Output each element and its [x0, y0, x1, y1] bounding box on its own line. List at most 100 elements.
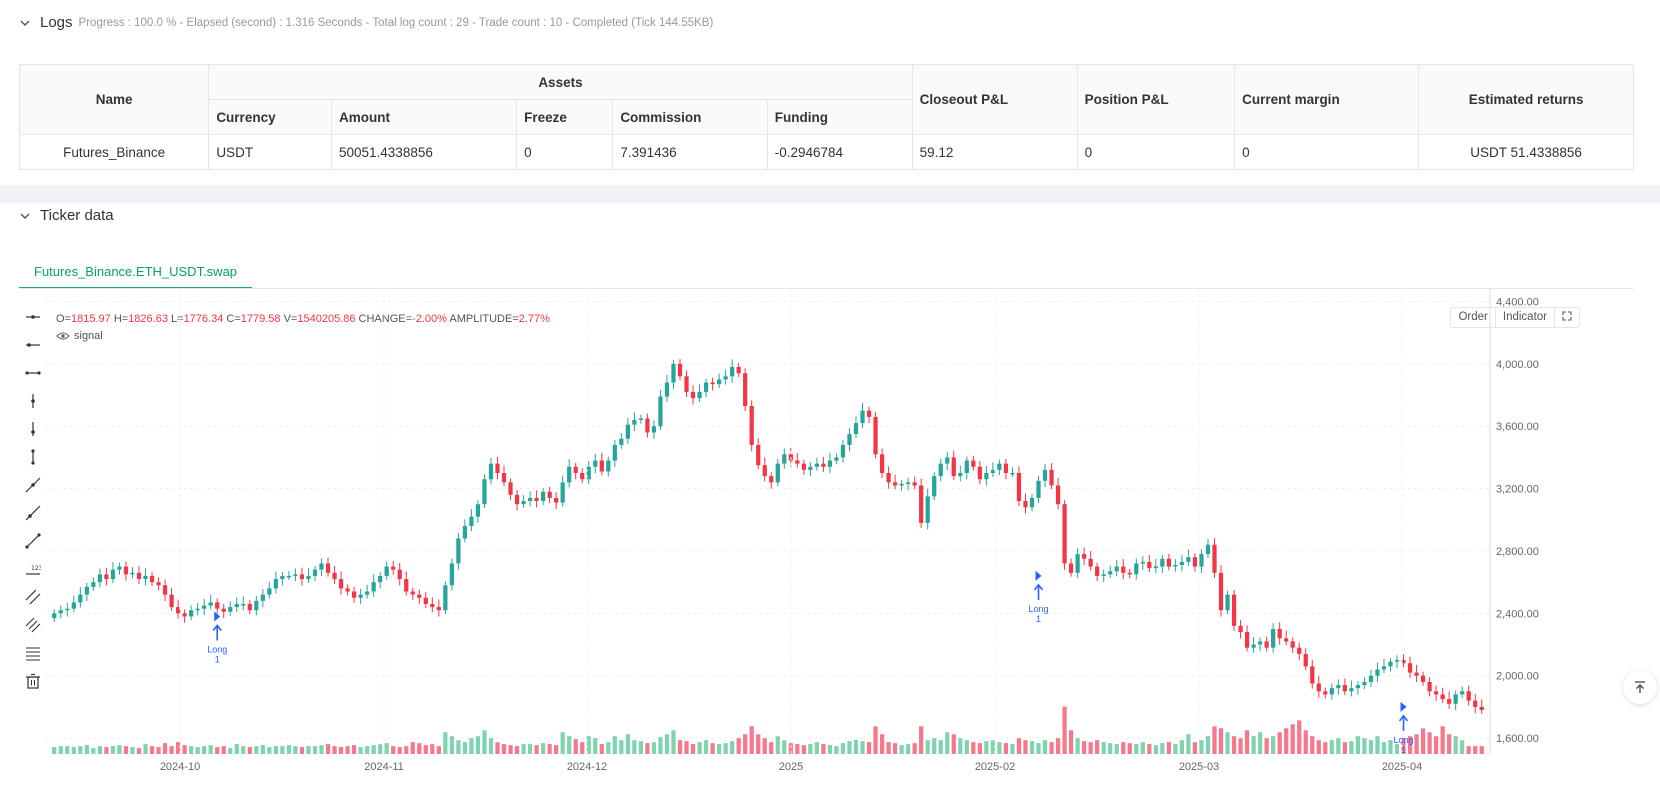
volume-bar — [984, 741, 989, 754]
candle-body — [397, 569, 402, 580]
cell-margin: 0 — [1234, 134, 1420, 170]
candle-body — [1173, 565, 1178, 567]
parallel-channel-tool-icon[interactable] — [20, 583, 46, 611]
volume-bar — [527, 744, 533, 754]
horizontal-ray-tool-icon[interactable] — [20, 331, 46, 359]
candle-body — [267, 588, 272, 595]
candle-body — [456, 538, 461, 564]
price-label-tool-icon[interactable]: 123 — [20, 555, 46, 583]
candle-body — [932, 476, 937, 497]
assets-table: Name Assets Closeout P&L Position P&L Cu… — [18, 64, 1634, 170]
volume-bar — [1088, 742, 1093, 754]
candlestick-chart[interactable]: 4,400.00 4,000.00 3,600.00 3,200.00 2,800.00… — [46, 289, 1660, 794]
candle-body — [1231, 594, 1237, 626]
volume-bar — [65, 746, 70, 754]
chevron-down-icon[interactable] — [18, 209, 32, 223]
vertical-segment-tool-icon[interactable] — [20, 443, 46, 471]
volume-bar — [443, 732, 448, 754]
eye-icon[interactable] — [56, 331, 70, 341]
y-tick-label: 2,800.00 — [1496, 546, 1539, 558]
volume-bar — [743, 734, 748, 754]
tab-eth-usdt-swap[interactable]: Futures_Binance.ETH_USDT.swap — [19, 255, 253, 289]
volume-bar — [1121, 742, 1126, 754]
volume-bar — [638, 741, 644, 754]
candle-body — [866, 410, 872, 417]
candle-body — [358, 594, 363, 598]
volume-bar — [847, 741, 852, 754]
volume-bar — [182, 745, 187, 754]
volume-bar — [775, 736, 780, 754]
volume-bar — [886, 742, 891, 754]
candle-body — [645, 418, 650, 433]
candle-body — [527, 497, 533, 502]
trash-icon[interactable] — [20, 667, 46, 695]
candle-body — [241, 603, 246, 606]
candle-body — [1166, 558, 1171, 567]
candle-body — [495, 463, 500, 473]
fullscreen-icon[interactable] — [1555, 308, 1579, 327]
volume-bar — [202, 746, 207, 754]
y-tick-label: 3,200.00 — [1496, 484, 1539, 496]
candle-body — [892, 482, 898, 486]
change-value: -2.00% — [412, 313, 447, 325]
volume-bar — [1016, 738, 1022, 754]
volume-bar — [1427, 732, 1432, 754]
horizontal-line-tool-icon[interactable] — [20, 303, 46, 331]
volume-bar — [756, 734, 761, 754]
candle-body — [436, 607, 441, 611]
segment-tool-icon[interactable] — [20, 527, 46, 555]
candle-body — [234, 603, 239, 608]
trend-line-tool-icon[interactable] — [20, 471, 46, 499]
candle-body — [469, 516, 474, 527]
candle-body — [1003, 463, 1009, 473]
candle-body — [58, 610, 63, 614]
volume-bar — [716, 744, 722, 754]
amplitude-label: AMPLITUDE= — [449, 313, 519, 325]
candle-body — [1427, 681, 1432, 692]
indicator-button[interactable]: Indicator — [1496, 308, 1555, 327]
candle-body — [879, 454, 885, 473]
volume-bar — [703, 740, 709, 754]
volume-bar — [1303, 730, 1308, 754]
candle-body — [1192, 557, 1198, 567]
candle-body — [847, 434, 852, 445]
vertical-ray-tool-icon[interactable] — [20, 415, 46, 443]
volume-bar — [293, 746, 298, 754]
candle-body — [501, 473, 507, 483]
volume-bar — [130, 747, 135, 754]
pitchfork-tool-icon[interactable] — [20, 611, 46, 639]
fibonacci-tool-icon[interactable] — [20, 639, 46, 667]
volume-bar — [1368, 740, 1374, 754]
candle-body — [1042, 469, 1048, 481]
chevron-down-icon[interactable] — [18, 16, 32, 30]
candle-body — [743, 373, 748, 406]
order-button[interactable]: Order — [1451, 308, 1496, 327]
arrow-up-to-top-icon — [1635, 681, 1645, 693]
back-to-top-button[interactable] — [1623, 670, 1657, 704]
volume-bar — [1381, 742, 1387, 754]
candle-body — [1140, 561, 1145, 564]
horizontal-segment-tool-icon[interactable] — [20, 359, 46, 387]
low-value: 1776.34 — [183, 313, 224, 325]
x-tick-label: 2025 — [779, 761, 803, 773]
candle-body — [580, 473, 585, 480]
volume-bar — [612, 736, 617, 754]
ray-tool-icon[interactable] — [20, 499, 46, 527]
volume-bar — [788, 743, 793, 754]
volume-bar — [560, 732, 565, 754]
candle-body — [1414, 672, 1419, 676]
x-tick-label: 2025-02 — [975, 761, 1015, 773]
vertical-line-tool-icon[interactable] — [20, 387, 46, 415]
volume-bar — [632, 740, 637, 754]
candle-body — [827, 460, 833, 467]
candle-body — [853, 423, 859, 435]
candle-body — [958, 473, 963, 477]
volume-bar — [488, 738, 494, 754]
candle-body — [1368, 675, 1374, 682]
x-tick-label: 2025-04 — [1382, 761, 1422, 773]
logs-title: Logs — [40, 14, 73, 31]
ticker-header[interactable]: Ticker data — [18, 207, 114, 224]
signal-legend[interactable]: signal — [56, 330, 103, 342]
logs-header[interactable]: Logs Progress : 100.0 % - Elapsed (secon… — [18, 14, 713, 31]
candle-body — [1258, 641, 1263, 645]
